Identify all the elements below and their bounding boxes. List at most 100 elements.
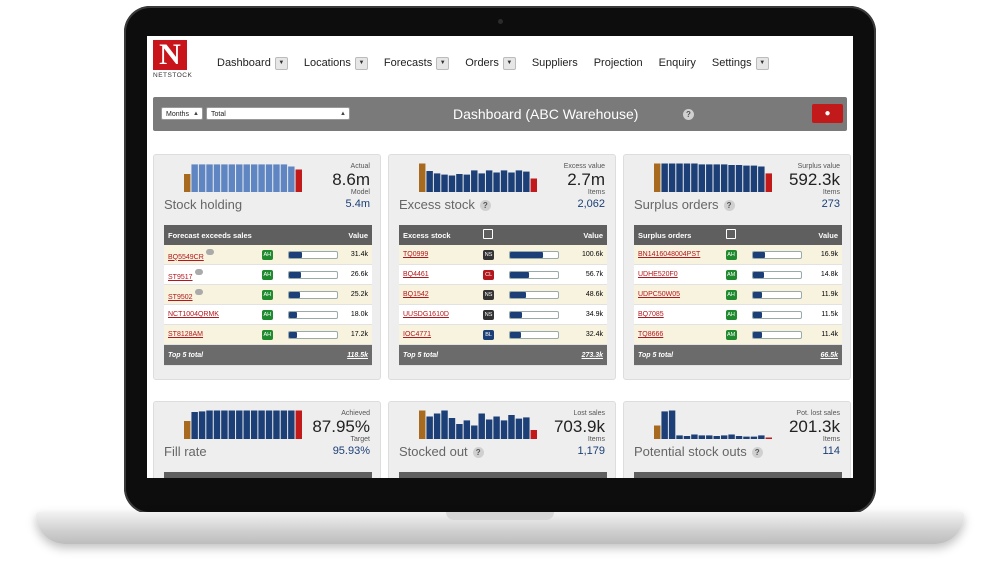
item-code-link[interactable]: UDHE520F0 (638, 271, 678, 278)
table-row[interactable]: UUSDG1610D NS 34.9k (399, 304, 607, 325)
help-icon[interactable]: ? (472, 447, 484, 458)
help-icon[interactable]: ? (751, 447, 763, 458)
item-code-link[interactable]: IOC4771 (403, 331, 432, 338)
table-header-stub (399, 472, 607, 478)
footer-value[interactable]: 273.3k (505, 344, 607, 366)
badge-cell: AH (721, 245, 748, 265)
minichart-bar (523, 171, 530, 192)
table-row[interactable]: ST8128AM AH 17.2k (164, 324, 372, 345)
item-code-link[interactable]: ST9517 (168, 273, 193, 281)
table-row[interactable]: ST9517 AH 26.6k (164, 264, 372, 285)
table-row[interactable]: ST9502 AH 25.2k (164, 284, 372, 305)
item-code-link[interactable]: BQ4461 (403, 271, 429, 278)
item-code-link[interactable]: ST9502 (168, 293, 193, 301)
chevron-down-icon[interactable]: ▼ (274, 56, 288, 70)
table-row[interactable]: BQ4461 CL 56.7k (399, 264, 607, 285)
nav-locations[interactable]: Locations ▼ (296, 54, 376, 72)
top-navigation: N NETSTOCK Dashboard ▼ Locations ▼ Forecasts… (147, 36, 853, 92)
footer-value[interactable]: 66.5k (747, 344, 842, 366)
surplus-orders-minichart[interactable] (654, 162, 772, 192)
item-code-link[interactable]: ST8128AM (168, 331, 204, 338)
edit-icon[interactable] (483, 229, 494, 239)
nav-projection[interactable]: Projection (586, 54, 651, 72)
minichart-bar (728, 434, 735, 439)
bar-cell (505, 304, 566, 325)
nav-forecasts[interactable]: Forecasts ▼ (376, 54, 457, 72)
kpi-value-pot-lost-sales: 201.3k (788, 417, 840, 436)
help-icon[interactable]: ? (723, 200, 735, 211)
nav-enquiry[interactable]: Enquiry (651, 54, 704, 72)
badge-cell: AM (721, 264, 748, 285)
help-icon[interactable]: ? (479, 200, 491, 211)
nav-settings[interactable]: Settings ▼ (704, 54, 777, 72)
comment-icon[interactable] (205, 248, 214, 255)
table-row[interactable]: TQ0999 NS 100.6k (399, 245, 607, 265)
table-row[interactable]: BQ5549CR AH 31.4k (164, 245, 372, 265)
table-row[interactable]: BN1416048004PST AH 16.9k (634, 245, 842, 265)
kpi-label-target: Target (350, 436, 370, 443)
stocked-out-minichart[interactable] (419, 409, 537, 439)
table-row[interactable]: NCT1004QRMK AH 18.0k (164, 304, 372, 325)
item-code-link[interactable]: UUSDG1610D (403, 311, 449, 318)
item-code-link[interactable]: TQ0999 (403, 251, 429, 258)
minichart-bar (236, 164, 243, 192)
value-bar-fill (288, 291, 300, 298)
item-code-link[interactable]: BQ5549CR (168, 253, 204, 261)
nav-label: Dashboard (217, 57, 271, 69)
table-row[interactable]: IOC4771 BL 32.4k (399, 324, 607, 345)
excess-stock-minichart[interactable] (419, 162, 537, 192)
table-row[interactable]: UDHE520F0 AM 14.8k (634, 264, 842, 285)
user-button[interactable]: ● (812, 104, 843, 123)
minichart-bar (668, 410, 676, 439)
card-title: Fill rate (164, 444, 207, 459)
table-row[interactable]: UDPC50W05 AH 11.9k (634, 284, 842, 305)
column-header-edit[interactable] (257, 225, 284, 245)
bar-cell (505, 324, 566, 345)
period-select[interactable]: Months ▲ (161, 107, 203, 120)
fill-rate-minichart[interactable] (184, 409, 302, 439)
page-title: Dashboard (ABC Warehouse) (453, 106, 639, 122)
item-code-link[interactable]: BQ7085 (638, 311, 664, 318)
stock-holding-minichart[interactable] (184, 162, 302, 192)
item-code-link[interactable]: BN1416048004PST (638, 251, 701, 258)
potential-stock-outs-minichart[interactable] (654, 409, 772, 439)
table-row[interactable]: BQ1542 NS 48.6k (399, 284, 607, 305)
minichart-bar (258, 410, 265, 439)
nav-dashboard[interactable]: Dashboard ▼ (209, 54, 296, 72)
kpi-value-items: 1,179 (577, 445, 605, 457)
logo-text: NETSTOCK (153, 72, 193, 79)
comment-icon[interactable] (194, 288, 203, 295)
item-code-link[interactable]: NCT1004QRMK (168, 311, 219, 318)
card-title-text: Surplus orders (634, 197, 719, 212)
minichart-bar (426, 171, 433, 192)
nav-suppliers[interactable]: Suppliers (524, 54, 586, 72)
value-bar (751, 290, 802, 299)
chevron-down-icon[interactable]: ▼ (502, 56, 516, 70)
table-row[interactable]: TQ8666 AM 11.4k (634, 324, 842, 345)
item-code-link[interactable]: TQ8666 (638, 331, 664, 338)
chevron-down-icon[interactable]: ▼ (755, 56, 769, 70)
table-row[interactable]: BQ7085 AH 11.5k (634, 304, 842, 325)
value-cell: 100.6k (565, 245, 607, 265)
item-code-link[interactable]: UDPC50W05 (638, 291, 681, 298)
edit-icon[interactable] (725, 229, 736, 239)
item-code-link[interactable]: BQ1542 (403, 291, 429, 298)
minichart-bar (258, 164, 265, 192)
nav-orders[interactable]: Orders ▼ (457, 54, 524, 72)
footer-value[interactable]: 118.5k (283, 344, 372, 366)
minichart-bar (198, 411, 206, 439)
netstock-logo[interactable]: N NETSTOCK (153, 40, 193, 84)
minichart-bar (265, 164, 273, 192)
column-header-edit[interactable] (721, 225, 748, 245)
chevron-down-icon[interactable]: ▼ (354, 56, 368, 70)
chevron-down-icon[interactable]: ▼ (436, 56, 450, 70)
minichart-bar (654, 425, 661, 439)
kpi-label-model: Model (350, 189, 370, 196)
scope-select[interactable]: Total ▲ (206, 107, 350, 120)
kpi-label-items: Items (587, 189, 605, 196)
comment-icon[interactable] (194, 268, 203, 275)
help-icon[interactable]: ? (683, 109, 694, 120)
column-header-item: Excess stock (399, 225, 480, 245)
value-bar (509, 330, 560, 339)
column-header-edit[interactable] (479, 225, 506, 245)
